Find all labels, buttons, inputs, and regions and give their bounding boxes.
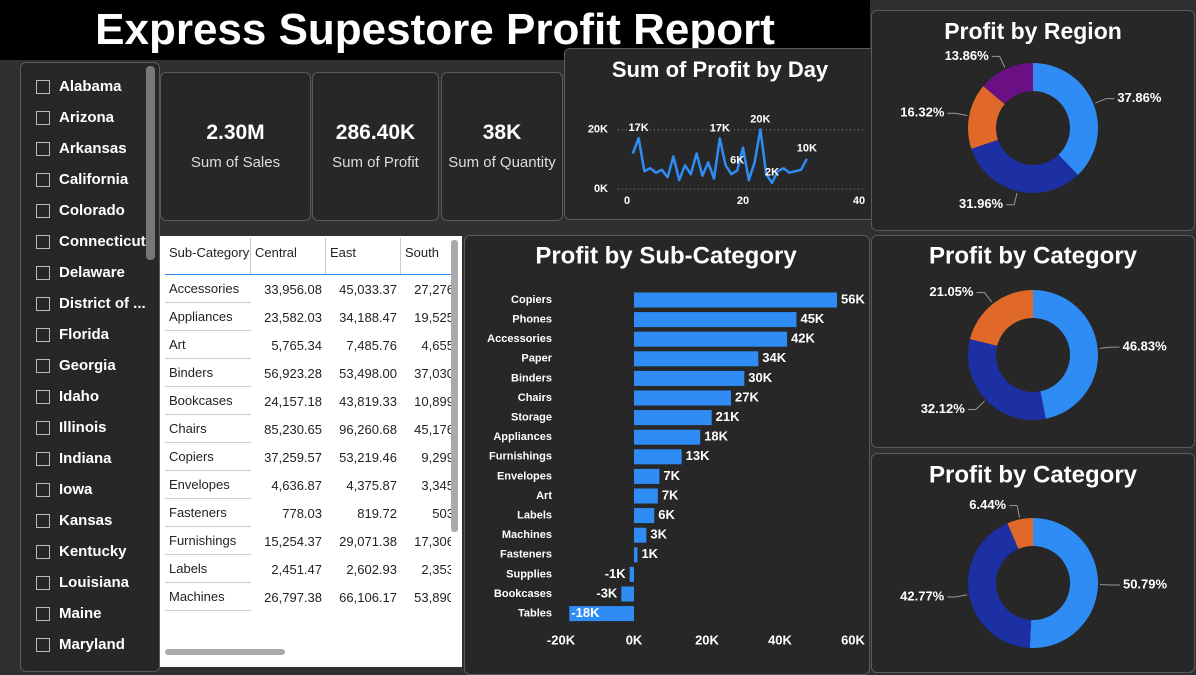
data-label: 7K: [663, 468, 680, 483]
donut-slice: [970, 290, 1033, 346]
category-label: Storage: [511, 412, 552, 424]
data-label: 42K: [791, 331, 815, 346]
bar: [634, 430, 700, 445]
bar: [634, 547, 637, 562]
data-label: 17K: [710, 122, 730, 134]
data-label: -1K: [605, 566, 627, 581]
chart-title: Profit by Category: [929, 242, 1138, 269]
category-label: Accessories: [487, 333, 552, 345]
data-label: 34K: [762, 350, 786, 365]
category-label: Fasteners: [500, 549, 552, 561]
chart-title: Profit by Category: [929, 461, 1138, 488]
bar: [634, 508, 654, 523]
bar: [634, 528, 646, 543]
category-label: Art: [536, 490, 552, 502]
x-tick-label: 0K: [626, 632, 643, 647]
bar: [634, 371, 744, 386]
leader-line: [968, 401, 985, 409]
data-label: 37.86%: [1117, 90, 1162, 105]
leader-line: [1006, 193, 1017, 205]
x-tick-label: 0: [624, 195, 630, 207]
bar: [634, 469, 659, 484]
category-label: Furnishings: [489, 451, 552, 463]
category-label: Labels: [517, 510, 552, 522]
category-label: Tables: [518, 608, 552, 620]
data-label: 32.12%: [921, 401, 966, 416]
data-label: 7K: [662, 487, 679, 502]
leader-line: [947, 113, 967, 115]
category-label: Appliances: [493, 431, 552, 443]
data-label: 30K: [748, 370, 772, 385]
leader-line: [1009, 506, 1019, 518]
data-label: 6.44%: [969, 497, 1006, 512]
category-label: Binders: [511, 372, 552, 384]
data-label: 3K: [650, 527, 667, 542]
category-label: Supplies: [506, 568, 552, 580]
bar: [634, 312, 796, 327]
bar: [634, 449, 682, 464]
category-label: Bookcases: [494, 588, 552, 600]
data-label: 6K: [658, 507, 675, 522]
data-label: 1K: [641, 546, 658, 561]
leader-line: [992, 56, 1005, 67]
leader-line: [1100, 347, 1120, 348]
data-label: -18K: [571, 605, 600, 620]
data-label: 13.86%: [945, 48, 990, 63]
bar: [634, 332, 787, 347]
bar: [634, 293, 837, 308]
data-label: 21K: [716, 409, 740, 424]
category-label: Copiers: [511, 294, 552, 306]
category-label: Chairs: [518, 392, 552, 404]
data-label: 27K: [735, 389, 759, 404]
chart-title: Profit by Sub-Category: [535, 242, 797, 269]
category-label: Machines: [502, 529, 552, 541]
category-label: Envelopes: [497, 470, 552, 482]
data-label: 42.77%: [900, 588, 945, 603]
leader-line: [947, 595, 967, 597]
category-label: Paper: [521, 353, 552, 365]
bar: [621, 587, 634, 602]
data-label: 20K: [750, 113, 770, 125]
category-label: Phones: [512, 314, 552, 326]
bar: [634, 391, 731, 406]
x-tick-label: 40: [853, 195, 865, 207]
data-label: 21.05%: [929, 284, 974, 299]
x-tick-label: 40K: [768, 632, 792, 647]
chart-title: Sum of Profit by Day: [612, 57, 829, 82]
data-label: 13K: [686, 448, 710, 463]
data-label: 10K: [797, 143, 817, 155]
donut-slice: [1030, 518, 1098, 648]
data-label: 2K: [765, 167, 779, 179]
line: [633, 130, 807, 183]
data-label: 18K: [704, 429, 728, 444]
leader-line: [1095, 99, 1114, 103]
data-label: 17K: [629, 122, 649, 134]
chart-title: Profit by Region: [944, 18, 1122, 44]
data-label: -3K: [596, 585, 618, 600]
bar: [634, 351, 758, 366]
y-tick-label: 0K: [594, 183, 608, 195]
data-label: 31.96%: [959, 196, 1004, 211]
x-tick-label: 20: [737, 195, 749, 207]
data-label: 6K: [730, 155, 744, 167]
data-label: 16.32%: [900, 105, 945, 120]
y-tick-label: 20K: [588, 124, 608, 136]
data-label: 50.79%: [1123, 576, 1168, 591]
donut-slice: [968, 339, 1046, 420]
data-label: 56K: [841, 291, 865, 306]
bar: [630, 567, 634, 582]
data-label: 45K: [800, 311, 824, 326]
donut-slice: [1033, 290, 1098, 419]
donut-slice: [1033, 63, 1098, 175]
leader-line: [976, 293, 991, 302]
data-label: 46.83%: [1123, 339, 1168, 354]
bar: [634, 410, 712, 425]
x-tick-label: -20K: [547, 632, 576, 647]
bar: [634, 489, 658, 504]
x-tick-label: 20K: [695, 632, 719, 647]
donut-slice: [971, 140, 1078, 193]
x-tick-label: 60K: [841, 632, 865, 647]
